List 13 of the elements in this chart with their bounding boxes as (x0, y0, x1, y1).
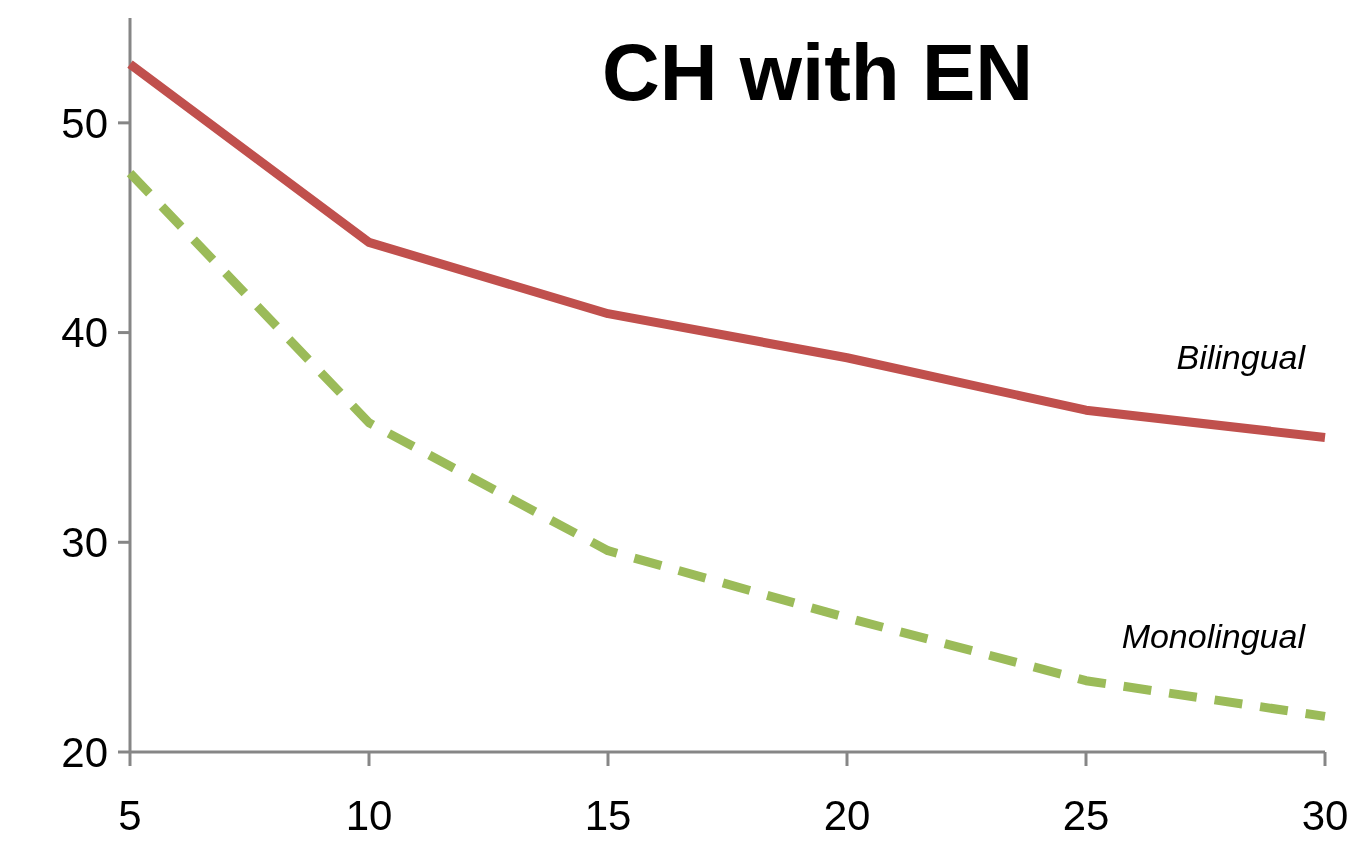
x-tick-label: 25 (1062, 792, 1110, 839)
chart-title: CH with EN (601, 28, 1034, 117)
x-tick-label: 5 (118, 792, 142, 839)
y-tick-label: 20 (61, 728, 108, 776)
x-tick-label: 10 (345, 792, 393, 839)
x-tick-label: 30 (1301, 792, 1349, 839)
x-tick-label: 20 (823, 792, 871, 839)
y-tick-label: 40 (61, 309, 108, 357)
y-tick-label: 50 (61, 99, 108, 147)
series-label: Bilingual (1176, 338, 1307, 377)
series-label: Monolingual (1121, 617, 1307, 656)
x-tick-label: 15 (584, 792, 632, 839)
y-tick-label: 30 (61, 518, 108, 566)
